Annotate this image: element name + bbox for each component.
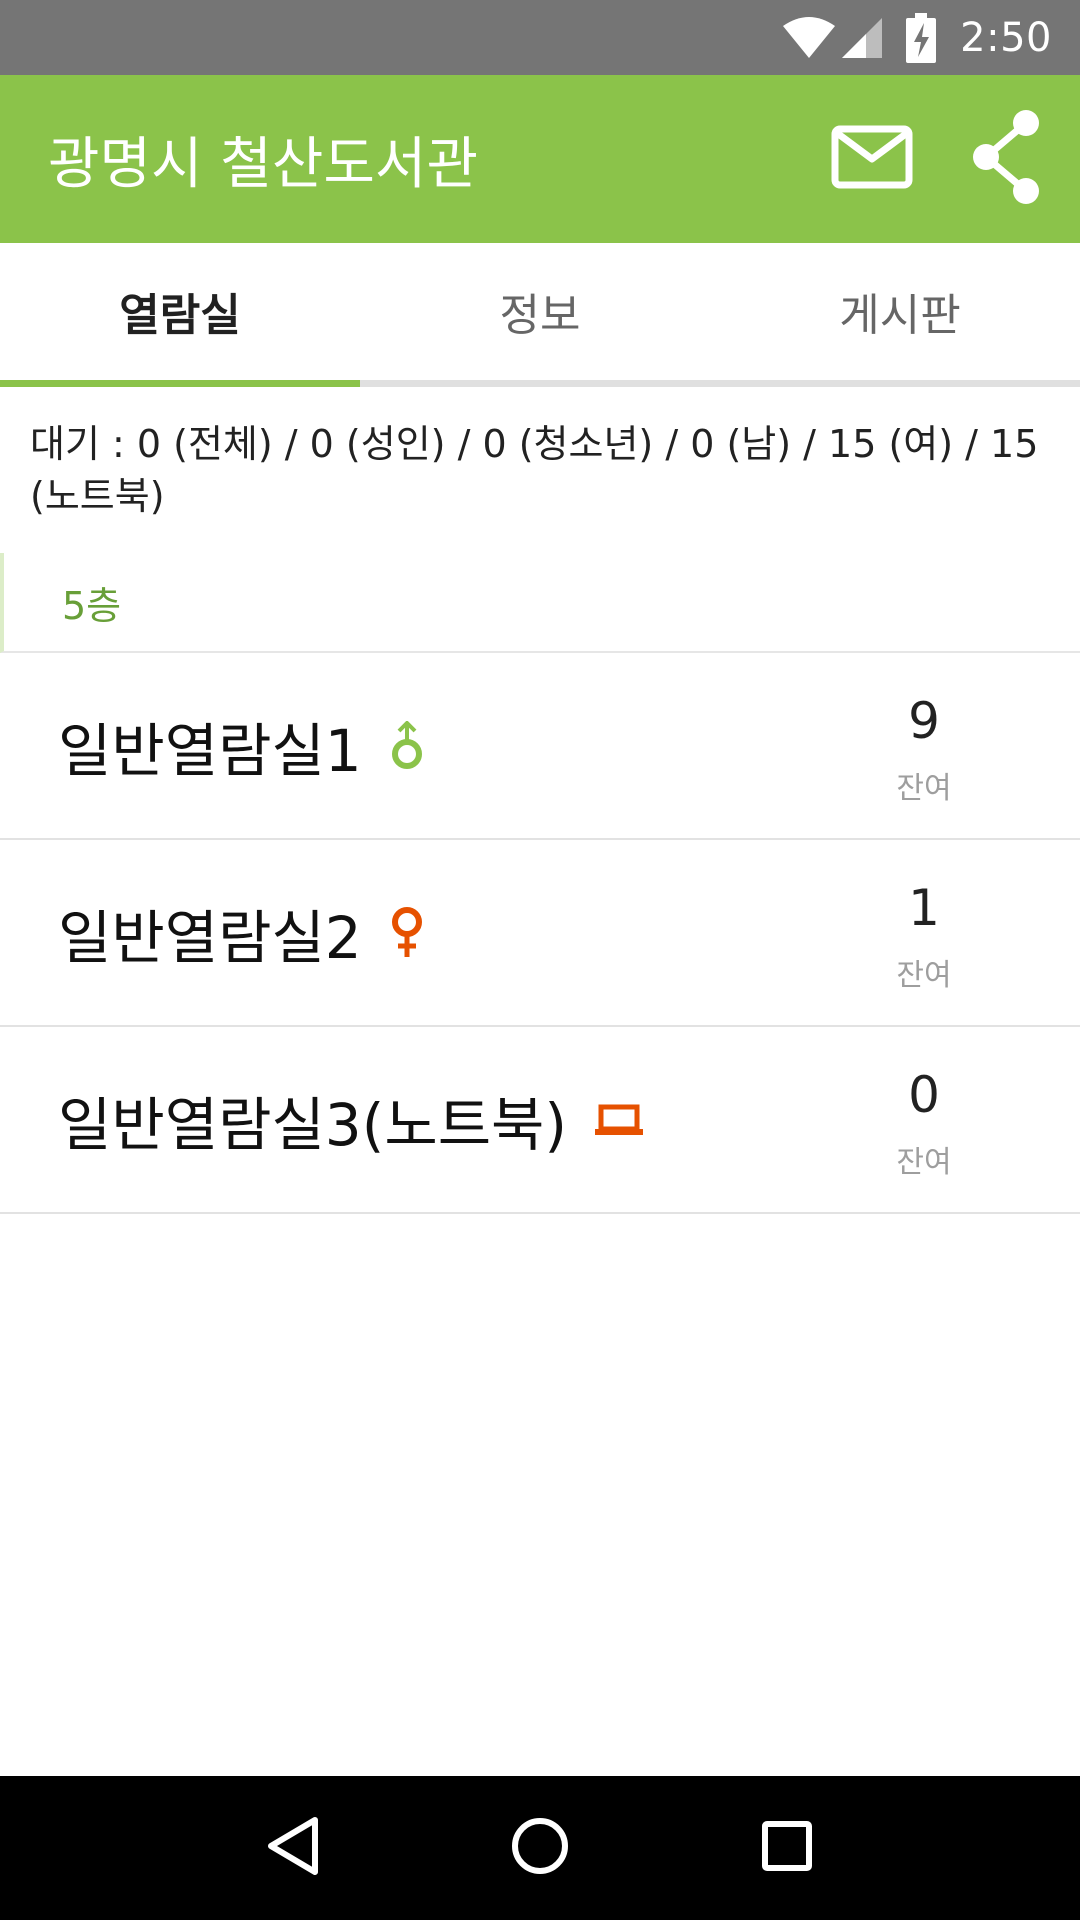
- mail-icon: [831, 125, 913, 193]
- status-time: 2:50: [960, 14, 1052, 61]
- room-count: 0 잔여: [864, 1065, 984, 1181]
- room-row-2[interactable]: 일반열람실2 1 잔여: [0, 840, 1080, 1027]
- wifi-icon: [782, 16, 836, 60]
- room-row-3[interactable]: 일반열람실3(노트북) 0 잔여: [0, 1027, 1080, 1214]
- male-icon: [390, 720, 424, 771]
- tab-label: 열람실: [119, 290, 241, 341]
- room-name: 일반열람실3(노트북): [58, 1090, 568, 1159]
- tab-label: 게시판: [839, 290, 961, 341]
- tab-info[interactable]: 정보: [360, 243, 720, 387]
- app-bar: 광명시 철산도서관: [0, 75, 1080, 243]
- app-title: 광명시 철산도서관: [48, 131, 478, 197]
- back-icon: [263, 1814, 323, 1882]
- room-count: 1 잔여: [864, 878, 984, 994]
- remaining-label: 잔여: [896, 771, 952, 806]
- recents-button[interactable]: [727, 1788, 847, 1908]
- room-list: 일반열람실1 9 잔여 일반열람실2: [0, 653, 1080, 1214]
- floor-header: 5층: [0, 553, 1080, 653]
- tab-track: [0, 380, 1080, 387]
- tab-board[interactable]: 게시판: [720, 243, 1080, 387]
- waiting-summary: 대기 : 0 (전체) / 0 (성인) / 0 (청소년) / 0 (남) /…: [30, 422, 1039, 518]
- home-button[interactable]: [480, 1788, 600, 1908]
- tab-label: 정보: [499, 290, 581, 341]
- battery-charging-icon: [906, 12, 937, 63]
- status-bar: 2:50: [0, 0, 1080, 75]
- share-button[interactable]: [946, 99, 1066, 219]
- recents-icon: [761, 1820, 813, 1876]
- tab-indicator: [0, 380, 360, 387]
- laptop-icon: [595, 1103, 644, 1137]
- tab-bar: 열람실 정보 게시판: [0, 243, 1080, 387]
- back-button[interactable]: [233, 1788, 353, 1908]
- room-name: 일반열람실1: [58, 716, 362, 785]
- room-row-1[interactable]: 일반열람실1 9 잔여: [0, 653, 1080, 840]
- female-icon: [390, 906, 424, 959]
- signal-icon: [840, 16, 884, 60]
- room-count: 9 잔여: [864, 691, 984, 807]
- floor-label: 5층: [62, 583, 122, 628]
- remaining-label: 잔여: [896, 958, 952, 993]
- share-icon: [972, 109, 1040, 209]
- mail-button[interactable]: [812, 99, 932, 219]
- remaining-count: 0: [908, 1066, 940, 1124]
- tab-reading-room[interactable]: 열람실: [0, 243, 360, 387]
- remaining-count: 9: [908, 692, 940, 750]
- remaining-count: 1: [908, 879, 940, 937]
- home-icon: [510, 1816, 570, 1880]
- room-name: 일반열람실2: [58, 903, 362, 972]
- navigation-bar: [0, 1776, 1080, 1920]
- remaining-label: 잔여: [896, 1145, 952, 1180]
